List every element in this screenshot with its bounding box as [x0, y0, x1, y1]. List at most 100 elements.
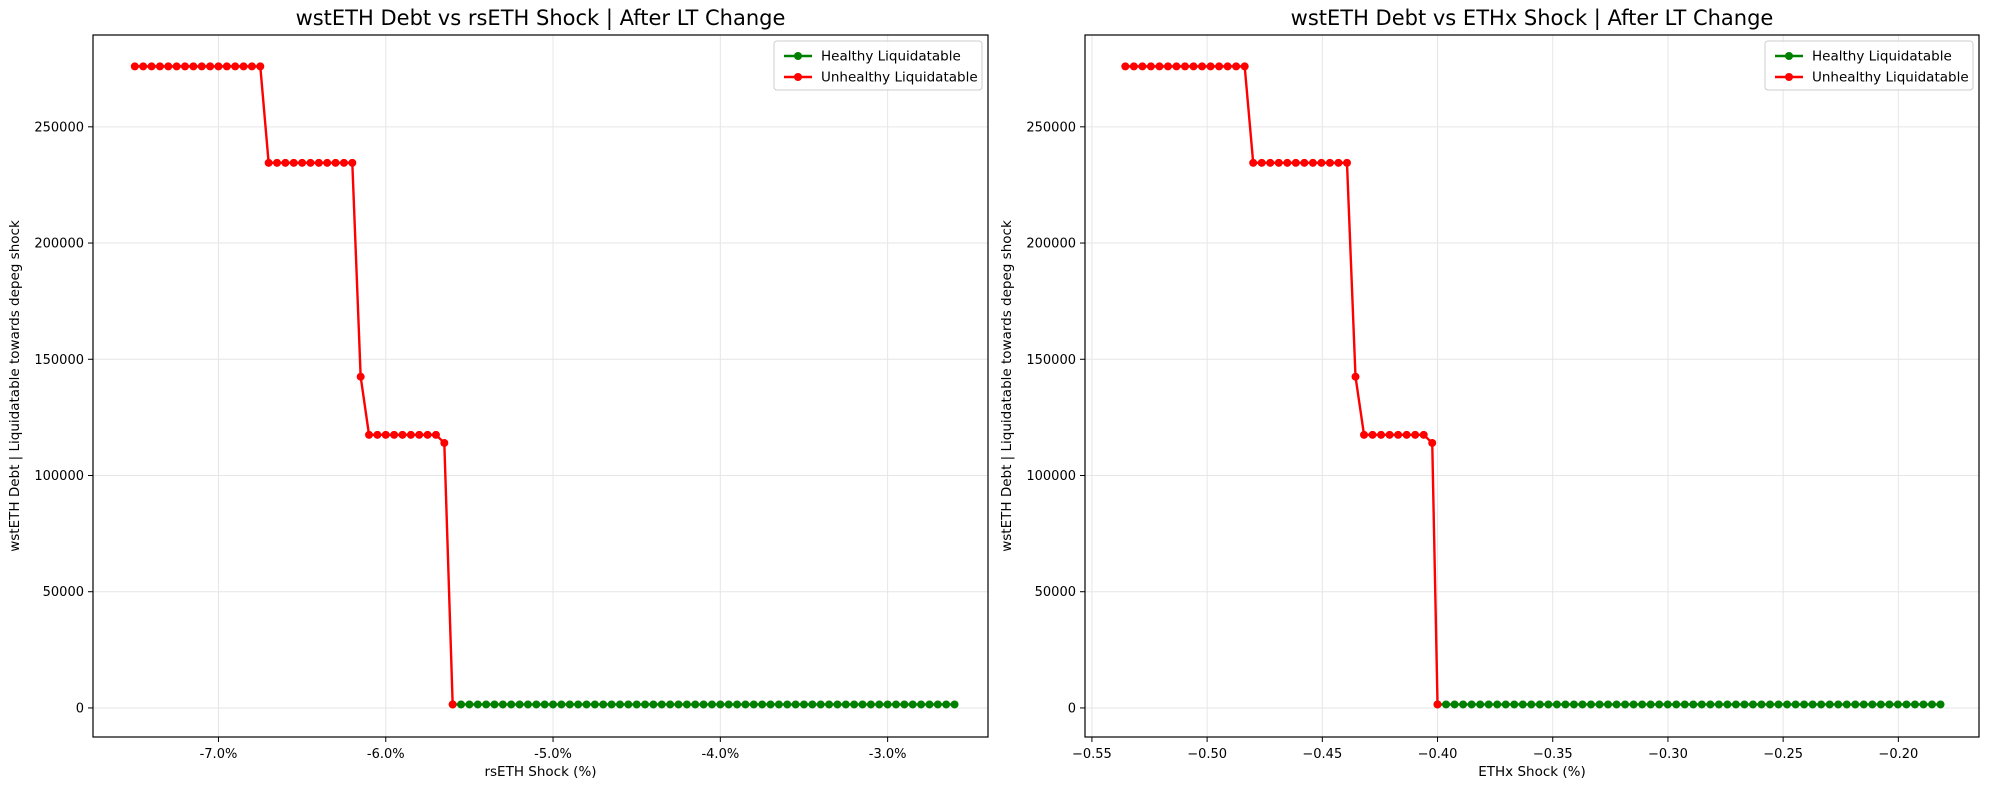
data-point [1851, 700, 1860, 709]
data-point [1146, 62, 1155, 71]
data-point [615, 700, 624, 709]
data-point [1433, 700, 1442, 709]
data-point [457, 700, 466, 709]
data-point [1825, 700, 1834, 709]
data-point [866, 700, 875, 709]
data-point [515, 700, 524, 709]
data-point [1766, 700, 1775, 709]
data-point [682, 700, 691, 709]
data-point [1748, 700, 1757, 709]
legend-swatch-marker [794, 73, 802, 81]
data-point [1342, 158, 1351, 167]
data-point [1240, 62, 1249, 71]
y-tick-label: 0 [1068, 701, 1076, 716]
chart-title: wstETH Debt vs ETHx Shock | After LT Cha… [1291, 6, 1774, 31]
data-point [774, 700, 783, 709]
data-point [599, 700, 608, 709]
chart-title: wstETH Debt vs rsETH Shock | After LT Ch… [296, 6, 786, 31]
legend-item: Healthy Liquidatable [784, 49, 961, 65]
data-point [348, 158, 357, 167]
data-point [1569, 700, 1578, 709]
data-point [473, 700, 482, 709]
chart-panel-rseth: wstETH Debt vs rsETH Shock | After LT Ch… [7, 6, 989, 780]
data-point [1859, 700, 1868, 709]
data-point [1919, 700, 1928, 709]
data-point [1586, 700, 1595, 709]
legend: Healthy Liquidatable Unhealthy Liquidatab… [773, 40, 983, 91]
data-point [891, 700, 900, 709]
data-point [298, 158, 307, 167]
data-point [448, 700, 457, 709]
data-point [1394, 430, 1403, 439]
data-point [850, 700, 859, 709]
data-point [147, 62, 156, 71]
data-point [507, 700, 516, 709]
data-point [523, 700, 532, 709]
data-point [231, 62, 240, 71]
data-point [1377, 430, 1386, 439]
data-point [222, 62, 231, 71]
y-tick-label: 0 [76, 701, 84, 716]
data-point [214, 62, 223, 71]
data-point [256, 62, 265, 71]
data-point [1876, 700, 1885, 709]
data-point [1902, 700, 1911, 709]
data-point [331, 158, 340, 167]
x-tick-label: −0.50 [1187, 747, 1227, 762]
data-point [247, 62, 256, 71]
data-point [908, 700, 917, 709]
data-point [942, 700, 951, 709]
data-point [1638, 700, 1647, 709]
chart-panel-ethx: wstETH Debt vs ETHx Shock | After LT Cha… [999, 6, 1980, 780]
data-point [1442, 700, 1451, 709]
data-point [641, 700, 650, 709]
data-point [431, 430, 440, 439]
data-point [172, 62, 181, 71]
data-point [1249, 158, 1258, 167]
data-point [1402, 430, 1411, 439]
data-point [440, 438, 449, 447]
data-point [1476, 700, 1485, 709]
data-point [1121, 62, 1130, 71]
grid-lines [93, 35, 988, 737]
data-point [1266, 158, 1275, 167]
data-point [1308, 158, 1317, 167]
data-point [1459, 700, 1468, 709]
y-tick-label: 200000 [34, 237, 84, 252]
x-tick-label: −0.30 [1648, 747, 1688, 762]
data-point [1680, 700, 1689, 709]
x-axis-label: rsETH Shock (%) [484, 764, 596, 780]
data-point [1317, 158, 1326, 167]
legend-swatch-marker [794, 52, 802, 60]
x-tick-label: -6.0% [367, 747, 405, 762]
y-tick-label: 150000 [1026, 353, 1076, 368]
series-unhealthy-liquidatable [1121, 62, 1442, 709]
x-tick-label: -4.0% [701, 747, 739, 762]
data-point [365, 430, 374, 439]
data-point [1283, 158, 1292, 167]
data-point [741, 700, 750, 709]
data-point [1368, 430, 1377, 439]
data-point [716, 700, 725, 709]
data-point [707, 700, 716, 709]
data-point [1428, 438, 1437, 447]
data-point [206, 62, 215, 71]
data-point [1868, 700, 1877, 709]
data-point [1723, 700, 1732, 709]
data-point [758, 700, 767, 709]
data-point [339, 158, 348, 167]
x-tick-label: -5.0% [534, 747, 572, 762]
data-point [1527, 700, 1536, 709]
data-point [139, 62, 148, 71]
data-point [1501, 700, 1510, 709]
data-point [1578, 700, 1587, 709]
grid-lines [1085, 35, 1979, 737]
data-point [1561, 700, 1570, 709]
data-point [306, 158, 315, 167]
plot-frame [1084, 34, 1980, 738]
x-tick-label: −0.45 [1302, 747, 1342, 762]
data-point [1155, 62, 1164, 71]
data-point [1936, 700, 1945, 709]
data-point [532, 700, 541, 709]
data-point [1493, 700, 1502, 709]
